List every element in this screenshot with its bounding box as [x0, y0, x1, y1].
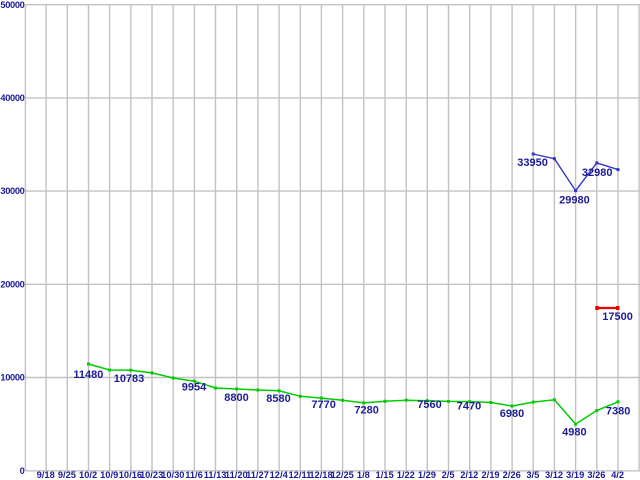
svg-text:50000: 50000 — [0, 0, 24, 10]
svg-text:17500: 17500 — [602, 311, 633, 323]
svg-text:11/27: 11/27 — [246, 470, 269, 480]
svg-text:11480: 11480 — [73, 369, 103, 381]
svg-text:9/18: 9/18 — [37, 470, 55, 480]
svg-text:3/5: 3/5 — [526, 470, 539, 480]
svg-text:10/30: 10/30 — [161, 470, 184, 480]
svg-text:10/2: 10/2 — [79, 470, 97, 480]
svg-text:9/25: 9/25 — [58, 470, 76, 480]
svg-text:2/26: 2/26 — [503, 470, 521, 480]
svg-text:2/5: 2/5 — [442, 470, 455, 480]
svg-text:11/6: 11/6 — [185, 470, 203, 480]
svg-text:32980: 32980 — [582, 167, 613, 179]
svg-text:2/19: 2/19 — [481, 470, 499, 480]
svg-text:3/19: 3/19 — [566, 470, 584, 480]
svg-text:11/20: 11/20 — [225, 470, 248, 480]
svg-text:10/9: 10/9 — [100, 470, 118, 480]
svg-text:33950: 33950 — [517, 157, 548, 169]
svg-text:12/18: 12/18 — [309, 470, 332, 480]
svg-text:8580: 8580 — [266, 393, 290, 405]
svg-text:7560: 7560 — [417, 399, 441, 411]
svg-text:1/15: 1/15 — [376, 470, 394, 480]
svg-text:8800: 8800 — [224, 392, 248, 404]
svg-text:30000: 30000 — [0, 186, 24, 196]
svg-text:6980: 6980 — [500, 408, 524, 420]
svg-text:12/4: 12/4 — [270, 470, 289, 480]
svg-text:20000: 20000 — [0, 279, 24, 289]
svg-text:2/12: 2/12 — [460, 470, 478, 480]
svg-text:1/8: 1/8 — [357, 470, 370, 480]
svg-text:10783: 10783 — [114, 373, 145, 385]
svg-text:10/23: 10/23 — [140, 470, 163, 480]
svg-text:7280: 7280 — [354, 405, 378, 417]
svg-text:1/22: 1/22 — [397, 470, 415, 480]
svg-text:7380: 7380 — [606, 406, 630, 418]
svg-text:0: 0 — [20, 466, 25, 476]
svg-text:40000: 40000 — [0, 93, 24, 103]
svg-text:4980: 4980 — [562, 427, 586, 439]
svg-text:9954: 9954 — [182, 382, 207, 394]
svg-text:12/25: 12/25 — [331, 470, 354, 480]
svg-text:10000: 10000 — [0, 373, 24, 383]
svg-text:12/11: 12/11 — [289, 470, 312, 480]
svg-text:7470: 7470 — [457, 401, 481, 413]
svg-text:7770: 7770 — [311, 399, 335, 411]
svg-text:1/29: 1/29 — [418, 470, 436, 480]
svg-text:3/26: 3/26 — [587, 470, 605, 480]
svg-text:11/13: 11/13 — [204, 470, 227, 480]
svg-text:29980: 29980 — [559, 194, 590, 206]
svg-text:10/16: 10/16 — [119, 470, 142, 480]
svg-text:3/12: 3/12 — [545, 470, 563, 480]
svg-text:4/2: 4/2 — [611, 470, 624, 480]
